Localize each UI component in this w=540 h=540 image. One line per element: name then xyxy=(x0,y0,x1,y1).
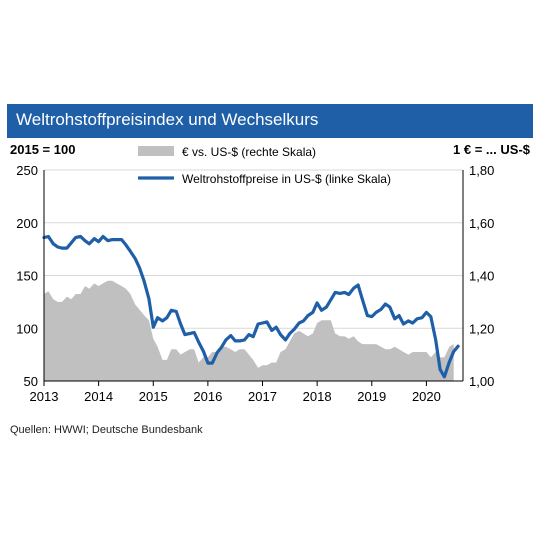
fx-area-series xyxy=(44,280,454,381)
x-tick-label: 2013 xyxy=(30,389,59,404)
x-tick-label: 2015 xyxy=(139,389,168,404)
x-tick-label: 2020 xyxy=(412,389,441,404)
right-tick-label: 1,60 xyxy=(469,216,494,231)
commodity-price-line xyxy=(42,234,460,379)
left-tick-label: 250 xyxy=(16,163,38,178)
legend-swatch-fx xyxy=(138,146,174,156)
left-tick-label: 200 xyxy=(16,216,38,231)
title-divider xyxy=(7,136,533,138)
right-axis-unit: 1 € = ... US-$ xyxy=(453,142,530,157)
fx-area-layer xyxy=(44,280,454,381)
right-tick-label: 1,00 xyxy=(469,374,494,389)
left-tick-label: 50 xyxy=(24,374,38,389)
legend: € vs. US-$ (rechte Skala) Weltrohstoffpre… xyxy=(138,145,391,186)
right-tick-label: 1,40 xyxy=(469,269,494,284)
x-tick-label: 2014 xyxy=(84,389,113,404)
x-tick-label: 2017 xyxy=(248,389,277,404)
legend-label-commodity: Weltrohstoffpreise in US-$ (linke Skala) xyxy=(182,172,391,186)
chart-plot: 50 100 150 200 250 1,00 1,20 1,40 1,60 1,80 2013 20… xyxy=(16,145,494,404)
chart-title: Weltrohstoffpreisindex und Wechselkurs xyxy=(7,104,533,136)
legend-label-fx: € vs. US-$ (rechte Skala) xyxy=(182,145,316,159)
x-tick-label: 2018 xyxy=(303,389,332,404)
axes: 50 100 150 200 250 1,00 1,20 1,40 1,60 1,80 2013 20… xyxy=(16,163,494,404)
left-tick-label: 150 xyxy=(16,269,38,284)
left-axis-unit: 2015 = 100 xyxy=(10,142,76,157)
source-note: Quellen: HWWI; Deutsche Bundesbank xyxy=(10,424,203,436)
right-tick-label: 1,20 xyxy=(469,321,494,336)
right-tick-label: 1,80 xyxy=(469,163,494,178)
left-tick-label: 100 xyxy=(16,321,38,336)
x-tick-label: 2019 xyxy=(357,389,386,404)
x-tick-label: 2016 xyxy=(193,389,222,404)
commodity-line-layer xyxy=(42,234,460,379)
